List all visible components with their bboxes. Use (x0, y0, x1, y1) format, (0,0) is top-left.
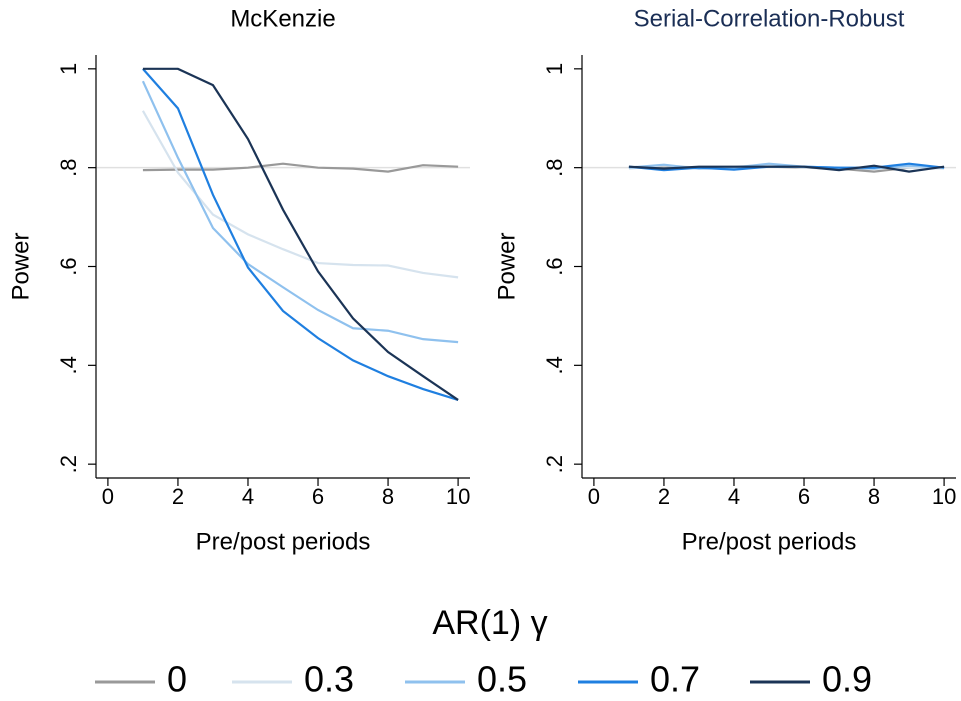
x-tick-label: 10 (446, 484, 470, 509)
series-line (142, 162, 459, 173)
x-axis-label: Pre/post periods (682, 528, 857, 555)
y-tick-label: 1 (56, 63, 81, 75)
y-tick-label: 1 (542, 63, 567, 75)
x-tick-label: 6 (798, 484, 810, 509)
legend-label: 0.3 (304, 659, 354, 700)
x-tick-label: 6 (312, 484, 324, 509)
series-line (141, 80, 459, 344)
chart-title: Serial-Correlation-Robust (634, 5, 905, 32)
y-tick-label: .4 (542, 356, 567, 374)
x-axis-label: Pre/post periods (196, 528, 371, 555)
y-axis-label: Power (7, 232, 34, 300)
x-tick-label: 0 (588, 484, 600, 509)
y-tick-label: .2 (56, 455, 81, 473)
x-tick-label: 10 (932, 484, 956, 509)
legend-label: 0.9 (822, 659, 872, 700)
y-tick-label: .4 (56, 356, 81, 374)
y-tick-label: .6 (542, 257, 567, 275)
legend-label: 0 (167, 659, 187, 700)
y-tick-label: .2 (542, 455, 567, 473)
series-line (142, 68, 459, 401)
x-tick-label: 4 (242, 484, 254, 509)
x-tick-label: 0 (102, 484, 114, 509)
chart-title: McKenzie (230, 5, 335, 32)
x-tick-label: 4 (728, 484, 740, 509)
y-tick-label: .8 (542, 158, 567, 176)
x-tick-label: 2 (172, 484, 184, 509)
legend-title: AR(1) γ (432, 604, 547, 642)
y-tick-label: .8 (56, 158, 81, 176)
x-tick-label: 8 (868, 484, 880, 509)
series-line (142, 67, 459, 401)
x-tick-label: 2 (658, 484, 670, 509)
legend-label: 0.7 (650, 659, 700, 700)
x-tick-label: 8 (382, 484, 394, 509)
legend-label: 0.5 (477, 659, 527, 700)
y-axis-label: Power (493, 232, 520, 300)
y-tick-label: .6 (56, 257, 81, 275)
series-line (628, 164, 945, 173)
